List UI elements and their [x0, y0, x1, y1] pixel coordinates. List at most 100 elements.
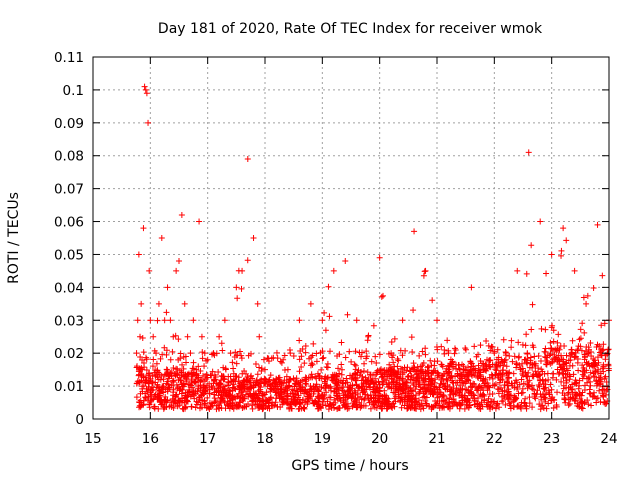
data-point: [588, 362, 595, 369]
data-point: [233, 360, 240, 367]
data-point: [404, 364, 411, 371]
data-point: [296, 368, 303, 375]
data-point: [388, 338, 395, 345]
data-point: [563, 384, 570, 391]
data-point: [440, 403, 447, 410]
data-point: [539, 391, 546, 398]
data-point: [284, 396, 291, 403]
data-point: [572, 353, 579, 360]
data-point: [202, 384, 209, 391]
data-point: [549, 356, 556, 363]
data-point: [136, 371, 143, 378]
data-point: [532, 362, 539, 369]
data-point: [507, 405, 514, 412]
data-point: [168, 382, 175, 389]
data-point: [141, 364, 148, 371]
data-point: [601, 387, 608, 394]
data-point: [347, 372, 354, 379]
data-point: [313, 358, 320, 365]
data-point: [190, 365, 197, 372]
data-point: [353, 403, 360, 410]
data-point: [555, 331, 562, 338]
plot-frame: [92, 56, 610, 420]
data-point: [452, 347, 459, 354]
data-point: [399, 371, 406, 378]
data-point: [341, 402, 348, 409]
data-point: [450, 395, 457, 402]
data-point: [209, 402, 216, 409]
data-point: [588, 352, 595, 359]
data-point: [472, 398, 479, 405]
data-point: [138, 377, 145, 384]
data-point: [342, 354, 349, 361]
data-point: [536, 401, 543, 408]
data-point: [449, 358, 456, 365]
data-point: [407, 384, 414, 391]
data-point: [261, 379, 268, 386]
data-point: [156, 392, 163, 399]
data-point: [409, 348, 416, 355]
data-point: [296, 317, 303, 324]
data-point: [344, 311, 351, 318]
data-point: [178, 390, 185, 397]
data-point: [190, 359, 197, 366]
data-point: [519, 360, 526, 367]
data-point: [591, 373, 598, 380]
data-point: [408, 398, 415, 405]
data-point: [536, 371, 543, 378]
data-point: [211, 391, 218, 398]
data-point: [173, 381, 180, 388]
data-point: [236, 383, 243, 390]
data-point: [299, 387, 306, 394]
data-point: [494, 401, 501, 408]
x-tick-label: 17: [199, 431, 216, 447]
data-point: [561, 343, 568, 350]
data-point: [183, 359, 190, 366]
data-point: [383, 377, 390, 384]
data-point: [143, 356, 150, 363]
data-point: [577, 326, 584, 333]
data-point: [525, 369, 532, 376]
data-point: [573, 379, 580, 386]
data-point: [480, 387, 487, 394]
data-point: [380, 292, 387, 299]
data-point: [543, 405, 550, 412]
data-point: [524, 373, 531, 380]
data-point: [176, 258, 182, 265]
data-point: [385, 350, 392, 357]
data-point: [390, 369, 397, 376]
data-point: [247, 350, 254, 357]
data-point: [503, 350, 510, 357]
data-point: [434, 369, 441, 376]
data-point: [170, 392, 177, 399]
data-point: [398, 394, 405, 401]
data-point: [518, 376, 525, 383]
data-point: [370, 322, 377, 329]
data-point: [252, 360, 259, 367]
data-point: [162, 393, 169, 400]
data-point: [291, 400, 298, 407]
data-point: [386, 381, 393, 388]
data-point: [559, 370, 566, 377]
data-point: [289, 390, 296, 397]
data-point: [484, 403, 491, 410]
data-point: [210, 376, 217, 383]
data-point: [438, 381, 445, 388]
data-point: [310, 390, 317, 397]
data-point: [485, 383, 492, 390]
data-point: [325, 403, 332, 410]
data-point: [570, 395, 577, 402]
data-point: [133, 350, 140, 357]
data-point: [178, 211, 185, 218]
data-point: [495, 371, 502, 378]
data-point: [203, 375, 210, 382]
data-point: [550, 405, 557, 412]
data-point: [414, 370, 421, 377]
data-point: [349, 390, 356, 397]
data-point: [590, 285, 597, 292]
data-point: [363, 348, 370, 355]
data-point: [261, 391, 268, 398]
data-point: [190, 317, 197, 324]
data-point: [579, 362, 586, 369]
data-point: [535, 382, 542, 389]
